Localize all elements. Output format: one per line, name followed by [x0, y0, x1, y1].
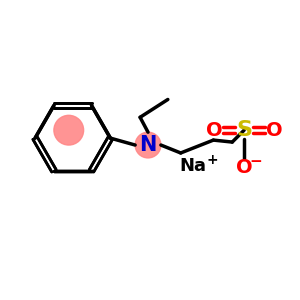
Text: O: O — [206, 121, 223, 140]
Text: O: O — [266, 121, 282, 140]
Circle shape — [54, 115, 84, 145]
Text: O: O — [236, 158, 252, 177]
Text: +: + — [207, 153, 218, 167]
Text: −: − — [250, 154, 262, 169]
Circle shape — [135, 132, 161, 158]
Text: Na: Na — [179, 157, 206, 175]
Text: S: S — [236, 120, 252, 140]
Text: N: N — [139, 135, 157, 155]
